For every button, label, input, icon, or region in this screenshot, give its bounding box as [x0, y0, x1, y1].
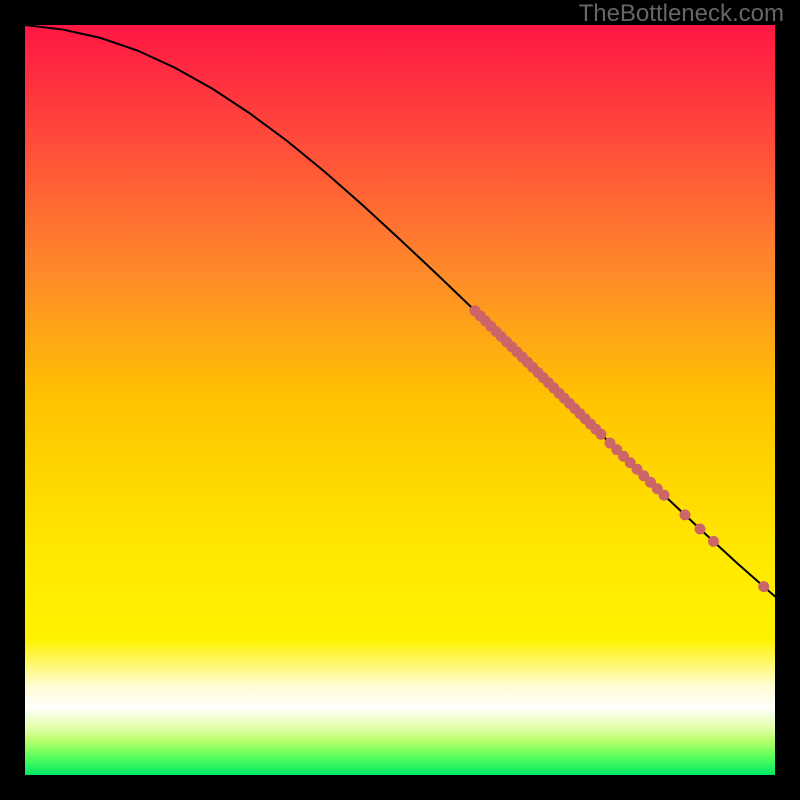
data-marker — [680, 509, 691, 520]
chart-stage: TheBottleneck.com — [0, 0, 800, 800]
data-marker — [695, 524, 706, 535]
data-marker — [596, 429, 607, 440]
data-marker — [758, 581, 769, 592]
gradient-plot-area — [25, 25, 775, 775]
chart-svg — [0, 0, 800, 800]
data-marker — [659, 490, 670, 501]
data-marker — [708, 536, 719, 547]
watermark-text: TheBottleneck.com — [579, 0, 784, 28]
